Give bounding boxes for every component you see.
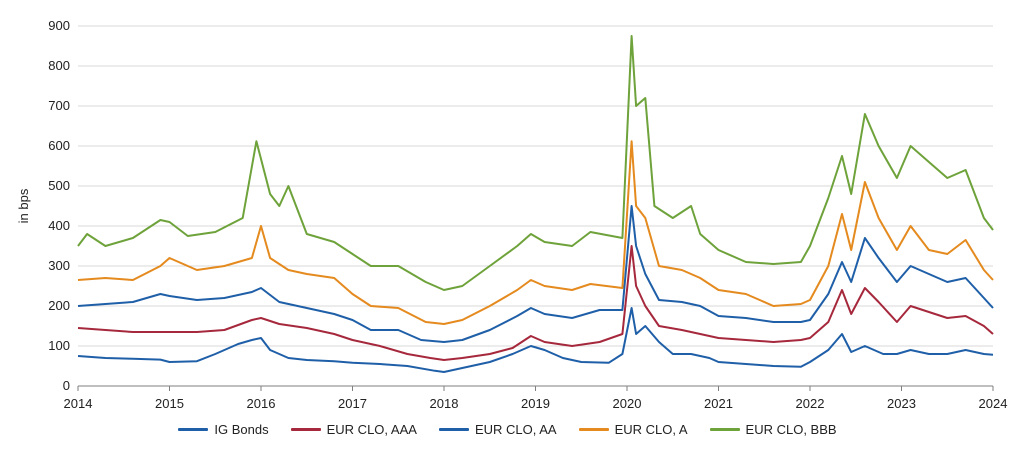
series-line-eur-clo-aaa — [77, 245, 994, 361]
y-tick-label: 100 — [48, 338, 70, 353]
legend-label: EUR CLO, AA — [474, 422, 557, 437]
legend-label: EUR CLO, BBB — [745, 422, 837, 437]
x-tick-label: 2016 — [247, 396, 276, 411]
legend-label: IG Bonds — [214, 422, 269, 437]
x-tick-label: 2014 — [64, 396, 93, 411]
x-axis — [77, 385, 994, 391]
x-tick-label: 2019 — [521, 396, 550, 411]
y-tick-label: 900 — [48, 18, 70, 33]
series-lines — [77, 35, 994, 373]
series-line-eur-clo-bbb — [77, 35, 994, 291]
x-tick-label: 2021 — [704, 396, 733, 411]
legend-label: EUR CLO, A — [614, 422, 688, 437]
y-tick-label: 300 — [48, 258, 70, 273]
series-line-eur-clo-aa — [77, 205, 994, 343]
legend-label: EUR CLO, AAA — [326, 422, 417, 437]
y-tick-label: 700 — [48, 98, 70, 113]
legend-item: IG Bonds — [178, 422, 269, 437]
series-line-ig-bonds — [77, 307, 994, 373]
x-tick-label: 2020 — [613, 396, 642, 411]
x-tick-labels: 2014 2015 2016 2017 2018 2019 2020 2021 2022 2023… — [64, 396, 1008, 411]
legend-item: EUR CLO, AA — [438, 422, 557, 437]
legend-item: EUR CLO, AAA — [290, 422, 417, 437]
x-tick-label: 2017 — [338, 396, 367, 411]
x-tick-label: 2023 — [887, 396, 916, 411]
legend-item: EUR CLO, A — [578, 422, 688, 437]
legend-swatch — [578, 428, 609, 431]
chart-legend: IG Bonds EUR CLO, AAA EUR CLO, AA EUR CLO, … — [0, 422, 1015, 437]
legend-swatch — [290, 428, 321, 431]
y-tick-label: 500 — [48, 178, 70, 193]
legend-swatch — [178, 428, 209, 431]
y-tick-label: 400 — [48, 218, 70, 233]
x-tick-label: 2015 — [155, 396, 184, 411]
y-tick-label: 800 — [48, 58, 70, 73]
y-tick-label: 200 — [48, 298, 70, 313]
y-tick-label: 600 — [48, 138, 70, 153]
y-tick-labels: 0 100 200 300 400 500 600 700 800 900 — [48, 18, 70, 393]
gridlines — [78, 25, 993, 347]
x-tick-label: 2022 — [796, 396, 825, 411]
y-tick-label: 0 — [63, 378, 70, 393]
legend-swatch — [438, 428, 469, 431]
y-axis-label: in bps — [16, 188, 31, 223]
x-tick-label: 2018 — [430, 396, 459, 411]
x-tick-label: 2024 — [979, 396, 1008, 411]
series-line-eur-clo-a — [77, 140, 994, 325]
legend-swatch — [709, 428, 740, 431]
legend-item: EUR CLO, BBB — [709, 422, 837, 437]
